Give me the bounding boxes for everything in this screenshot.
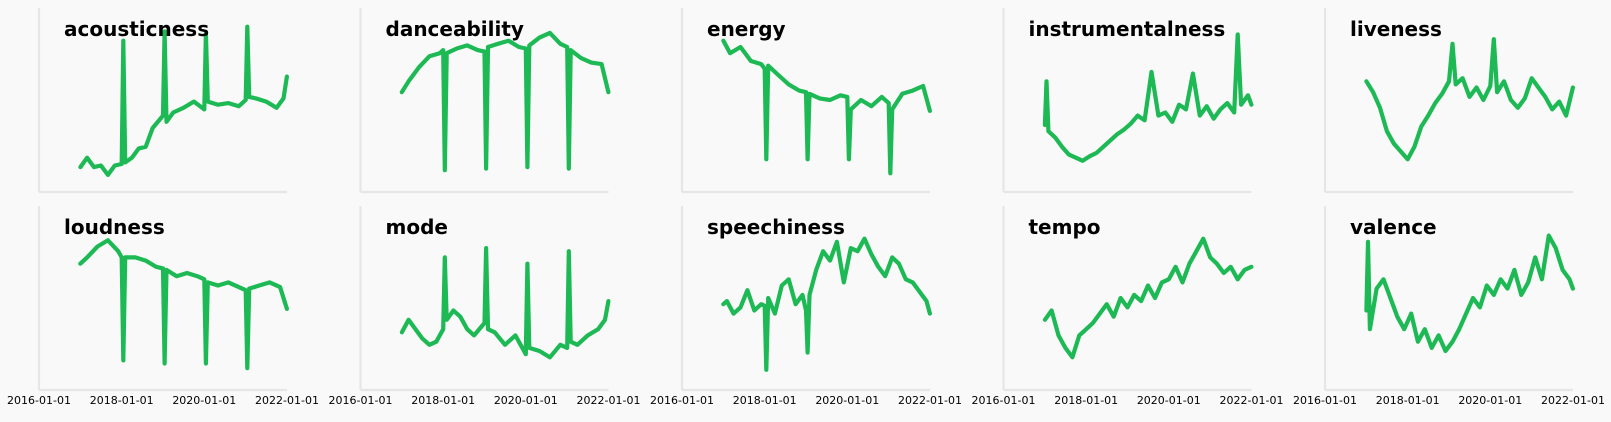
x-tick-label: 2020-01-01 <box>1137 394 1201 407</box>
x-tick-label: 2016-01-01 <box>972 394 1036 407</box>
panel-title: valence <box>1350 215 1437 239</box>
panel-acousticness: acousticness <box>37 8 289 194</box>
series-line-liveness <box>1364 37 1576 162</box>
x-tick-label: 2020-01-01 <box>815 394 879 407</box>
panel-tempo: tempo 2016-01-01 2018-01-01 2020-01-01 2022-… <box>972 206 1284 407</box>
x-tick-label: 2018-01-01 <box>1054 394 1118 407</box>
x-tick-label: 2016-01-01 <box>650 394 714 407</box>
panel-title: acousticness <box>64 17 209 41</box>
x-tick-label: 2020-01-01 <box>172 394 236 407</box>
x-tick-label: 2022-01-01 <box>255 394 319 407</box>
series-line-acousticness <box>78 24 289 177</box>
x-tick-label: 2018-01-01 <box>1376 394 1440 407</box>
panel-valence: valence 2016-01-01 2018-01-01 2020-01-01 202… <box>1293 206 1605 407</box>
x-tick-label: 2020-01-01 <box>1458 394 1522 407</box>
panel-energy: energy <box>680 8 933 194</box>
series-line-valence <box>1364 233 1576 354</box>
x-tick-label: 2018-01-01 <box>90 394 154 407</box>
panel-title: liveness <box>1350 17 1442 41</box>
series-line-energy <box>721 38 933 176</box>
panel-mode: mode 2016-01-01 2018-01-01 2020-01-01 2022-0… <box>329 206 641 407</box>
panel-speechiness: speechiness 2016-01-01 2018-01-01 2020-01-0… <box>650 206 962 407</box>
x-tick-label: 2022-01-01 <box>577 394 641 407</box>
series-line-speechiness <box>721 236 933 372</box>
panel-title: danceability <box>386 17 524 41</box>
x-tick-label: 2016-01-01 <box>1293 394 1357 407</box>
panel-title: instrumentalness <box>1029 17 1226 41</box>
x-tick-label: 2018-01-01 <box>733 394 797 407</box>
series-line-instrumentalness <box>1042 32 1254 163</box>
x-tick-label: 2018-01-01 <box>411 394 475 407</box>
x-tick-label: 2022-01-01 <box>1541 394 1605 407</box>
panel-title: energy <box>707 17 786 41</box>
series-line-tempo <box>1042 236 1254 360</box>
panel-liveness: liveness <box>1323 8 1576 194</box>
x-tick-label: 2016-01-01 <box>7 394 71 407</box>
panel-instrumentalness: instrumentalness <box>1002 8 1254 194</box>
panel-danceability: danceability <box>359 8 611 194</box>
panel-title: loudness <box>64 215 165 239</box>
series-line-loudness <box>78 238 289 371</box>
series-line-danceability <box>399 30 611 173</box>
panel-title: speechiness <box>707 215 845 239</box>
panel-title: mode <box>386 215 448 239</box>
x-tick-label: 2020-01-01 <box>494 394 558 407</box>
series-line-mode <box>399 246 611 360</box>
x-tick-label: 2022-01-01 <box>1220 394 1284 407</box>
x-tick-label: 2022-01-01 <box>898 394 962 407</box>
panel-loudness: loudness 2016-01-01 2018-01-01 2020-01-01 20… <box>7 206 319 407</box>
x-tick-label: 2016-01-01 <box>329 394 393 407</box>
panel-title: tempo <box>1029 215 1101 239</box>
